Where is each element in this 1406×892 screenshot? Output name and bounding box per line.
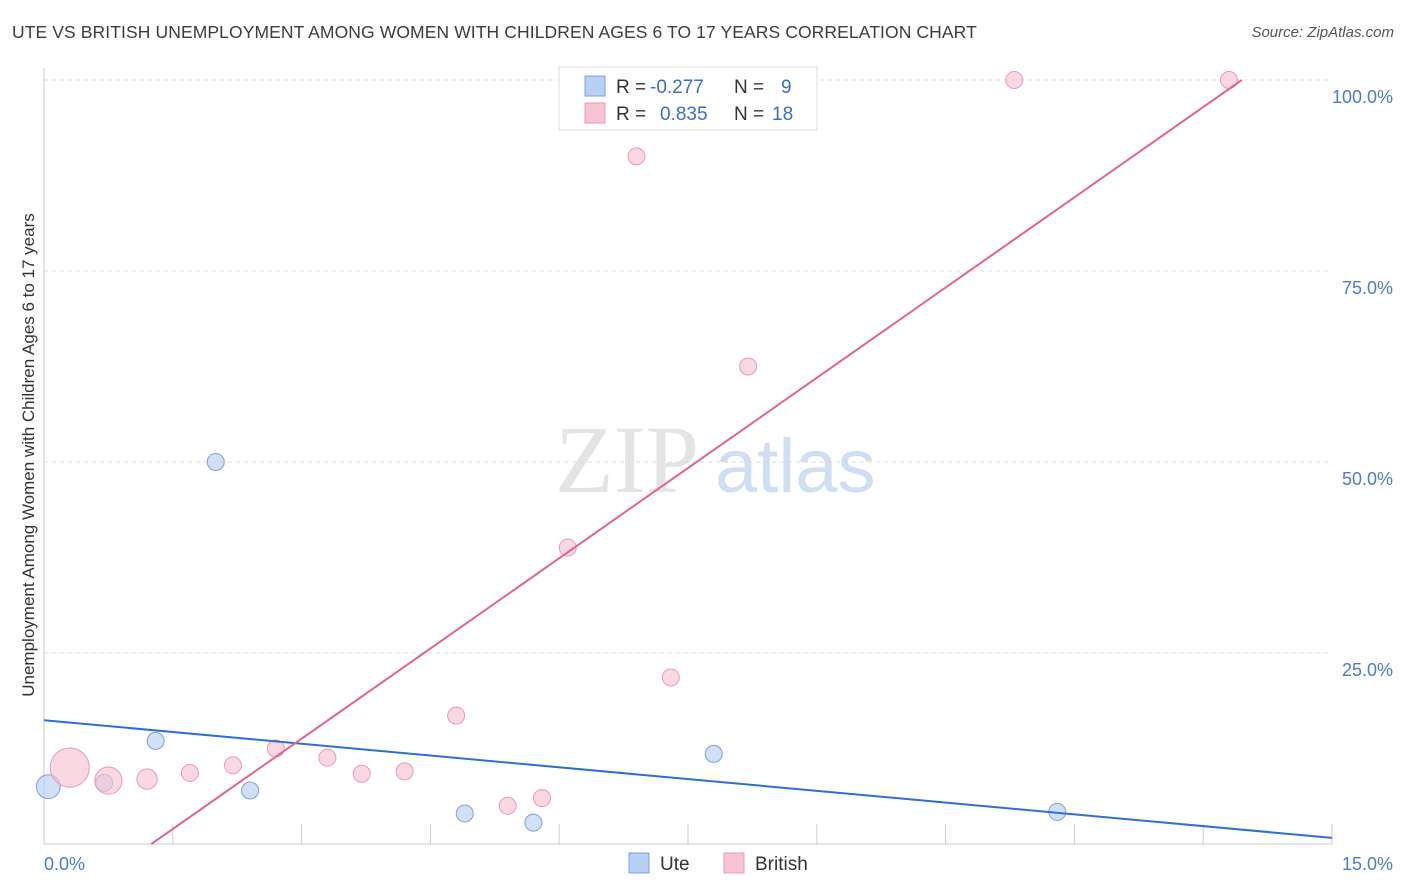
british-point-11 — [533, 789, 552, 808]
chart-title: UTE VS BRITISH UNEMPLOYMENT AMONG WOMEN … — [12, 22, 977, 42]
british-point-0 — [49, 747, 90, 788]
trend-lines — [43, 79, 1333, 845]
x-tick-labels: 0.0% 15.0% — [44, 854, 1393, 874]
y-tick-label-3: 100.0% — [1332, 87, 1393, 107]
legend-ute-r-value: -0.277 — [650, 77, 704, 98]
british-point-12 — [558, 538, 577, 557]
british-point-6 — [318, 748, 337, 767]
x-axis-ticks — [43, 824, 1333, 844]
legend-bottom-british-label: British — [755, 854, 808, 875]
legend-british-n-label: N = — [734, 104, 764, 125]
legend-bottom-ute-label: Ute — [660, 854, 690, 875]
y-axis-label: Unemployment Among Women with Children A… — [19, 213, 38, 697]
data-points — [35, 71, 1238, 832]
grid-lines — [44, 79, 1332, 654]
british-point-2 — [136, 768, 158, 790]
ute-trend-line — [43, 719, 1333, 839]
british-point-1 — [94, 766, 123, 795]
british-point-9 — [447, 706, 466, 725]
legend-british-n-value: 18 — [772, 104, 793, 125]
legend-british-swatch — [584, 102, 606, 124]
legend-ute-n-value: 9 — [781, 77, 792, 98]
ute-point-6 — [524, 813, 543, 832]
legend-ute-swatch — [584, 75, 606, 97]
british-point-8 — [395, 762, 414, 781]
y-tick-labels: 25.0% 50.0% 75.0% 100.0% — [1332, 87, 1393, 680]
legend-bottom: Ute British — [628, 852, 808, 875]
watermark: ZIP atlas — [555, 406, 876, 513]
y-tick-label-2: 75.0% — [1342, 278, 1393, 298]
british-point-13 — [627, 147, 646, 166]
ute-point-3 — [206, 453, 225, 471]
ute-point-5 — [455, 804, 474, 823]
watermark-atlas: atlas — [715, 424, 876, 509]
y-tick-label-0: 25.0% — [1342, 660, 1393, 680]
watermark-zip: ZIP — [555, 406, 699, 513]
y-tick-label-1: 50.0% — [1342, 469, 1393, 489]
legend-british-r-value: 0.835 — [660, 104, 708, 125]
legend-ute-r-label: R = — [616, 77, 646, 98]
legend-top: R = -0.277 N = 9 R = 0.835 N = 18 — [558, 66, 818, 131]
british-point-14 — [661, 668, 680, 687]
british-point-3 — [180, 763, 199, 782]
british-point-10 — [498, 796, 517, 815]
x-tick-label-1: 15.0% — [1342, 854, 1393, 874]
legend-bottom-british-swatch — [723, 852, 745, 874]
source-label: Source: ZipAtlas.com — [1251, 24, 1394, 41]
british-point-7 — [352, 764, 371, 783]
ute-point-0 — [35, 774, 61, 800]
british-point-15 — [739, 357, 758, 376]
british-point-4 — [223, 756, 242, 775]
ute-point-7 — [704, 744, 723, 763]
british-trend-line — [150, 79, 1243, 845]
british-point-16 — [1005, 71, 1024, 89]
ute-point-4 — [241, 781, 260, 800]
legend-bottom-ute-swatch — [628, 852, 650, 874]
ute-point-2 — [146, 731, 165, 750]
legend-ute-n-label: N = — [734, 77, 764, 98]
x-tick-label-0: 0.0% — [44, 854, 85, 874]
legend-british-r-label: R = — [616, 104, 646, 125]
